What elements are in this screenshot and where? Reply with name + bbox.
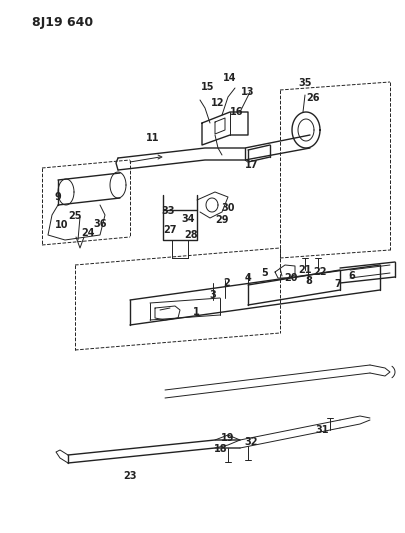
Text: 22: 22 bbox=[313, 267, 326, 277]
Text: 3: 3 bbox=[209, 290, 216, 300]
Text: 14: 14 bbox=[223, 73, 236, 83]
Text: 4: 4 bbox=[244, 273, 251, 283]
Text: 13: 13 bbox=[241, 87, 254, 97]
Text: 18: 18 bbox=[214, 444, 227, 454]
Text: 26: 26 bbox=[305, 93, 319, 103]
Text: 8: 8 bbox=[305, 276, 312, 286]
Text: 33: 33 bbox=[161, 206, 174, 216]
Text: 27: 27 bbox=[163, 225, 176, 235]
Text: 31: 31 bbox=[314, 425, 328, 435]
Text: 7: 7 bbox=[334, 279, 341, 289]
Text: 23: 23 bbox=[123, 471, 136, 481]
Text: 12: 12 bbox=[211, 98, 224, 108]
Text: 36: 36 bbox=[93, 219, 107, 229]
Text: 1: 1 bbox=[192, 307, 199, 317]
Text: 6: 6 bbox=[348, 271, 354, 281]
Text: 20: 20 bbox=[284, 273, 297, 283]
Text: 25: 25 bbox=[68, 211, 81, 221]
Text: 5: 5 bbox=[261, 268, 268, 278]
Text: 21: 21 bbox=[298, 265, 311, 275]
Text: 29: 29 bbox=[215, 215, 228, 225]
Text: 8J19 640: 8J19 640 bbox=[32, 15, 93, 28]
Text: 2: 2 bbox=[223, 278, 230, 288]
Text: 9: 9 bbox=[55, 192, 61, 202]
Text: 16: 16 bbox=[230, 107, 243, 117]
Text: 28: 28 bbox=[184, 230, 197, 240]
Text: 19: 19 bbox=[221, 433, 234, 443]
Text: 24: 24 bbox=[81, 228, 94, 238]
Text: 15: 15 bbox=[201, 82, 214, 92]
Text: 11: 11 bbox=[146, 133, 159, 143]
Text: 35: 35 bbox=[298, 78, 311, 88]
Text: 32: 32 bbox=[244, 437, 257, 447]
Text: 30: 30 bbox=[221, 203, 234, 213]
Text: 17: 17 bbox=[245, 160, 258, 170]
Text: 34: 34 bbox=[181, 214, 194, 224]
Text: 10: 10 bbox=[55, 220, 68, 230]
